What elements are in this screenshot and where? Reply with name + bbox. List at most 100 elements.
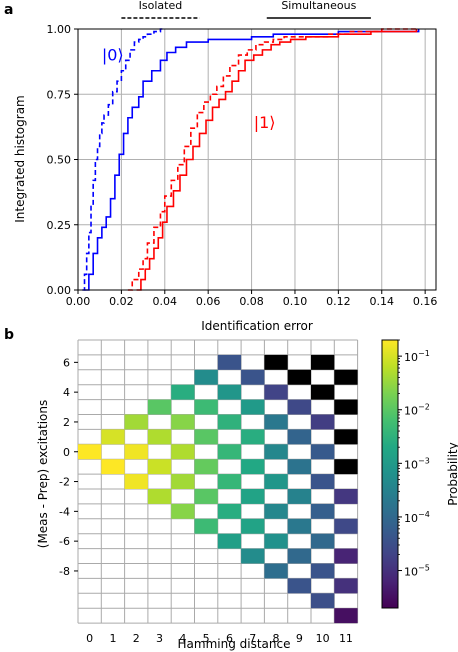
panel-b-x-tick-label: 2 (133, 632, 140, 645)
panel-b-heatmap-cell (334, 459, 358, 475)
panel-b-x-tick-label: 11 (339, 632, 353, 645)
panel-b-y-axis-label: (Meas - Prep) excitations (36, 400, 50, 548)
panel-b-heatmap-cell (124, 444, 148, 460)
colorbar-tick-exponent: −3 (418, 456, 430, 465)
panel-b-y-tick-label: -8 (59, 565, 70, 578)
panel-a-series-line-state0-isolated (82, 28, 165, 291)
panel-a-x-tick-label: 0.12 (326, 295, 351, 308)
panel-b-x-tick-label: 10 (316, 632, 330, 645)
panel-b-heatmap-cell (241, 369, 265, 385)
panel-b-y-tick-label: -6 (59, 535, 70, 548)
colorbar-tick-base: 10 (404, 405, 418, 418)
panel-b-heatmap-cell (194, 399, 218, 415)
panel-a-y-tick-label: 1.00 (47, 23, 72, 36)
panel-b-heatmap-cell (194, 369, 218, 385)
panel-b-heatmap-cell (217, 503, 242, 519)
colorbar-tick-label: 10−3 (404, 456, 430, 471)
colorbar-tick-exponent: −5 (418, 564, 430, 573)
panel-a-series (82, 28, 420, 291)
panel-a-y-tick-label: 0.50 (47, 154, 72, 167)
panel-b-heatmap-cell (334, 399, 358, 415)
panel-a-annotations: |0⟩ |1⟩ (102, 45, 276, 132)
panel-b-x-tick-label: 3 (156, 632, 163, 645)
colorbar (381, 339, 399, 609)
panel-a-x-tick-label: 0.00 (66, 295, 91, 308)
panel-b-heatmap-cell (147, 429, 172, 445)
colorbar-tick-exponent: −2 (418, 403, 430, 412)
colorbar-tick-base: 10 (404, 566, 418, 579)
panel-a-series-line-state1-simultaneous (136, 29, 418, 291)
panel-b-heatmap-cell (334, 608, 358, 624)
panel-b-label: b (4, 327, 14, 343)
panel-b-x-tick-label: 7 (249, 632, 256, 645)
panel-b-heatmap-cell (101, 459, 125, 475)
panel-a-x-tick-label: 0.06 (196, 295, 221, 308)
panel-b-heatmap-cell (194, 429, 218, 445)
panel-a-series-line-state0-simultaneous (84, 29, 420, 291)
panel-b-heatmap-cell (241, 429, 265, 445)
panel-b-heatmap-cell (311, 384, 335, 400)
panel-b-x-tick-label: 9 (296, 632, 303, 645)
panel-a-state-label: |0⟩ (102, 45, 124, 64)
colorbar-tick-label: 10−5 (404, 564, 430, 579)
colorbar-tick-label: 10−1 (404, 349, 430, 364)
panel-b-x-tick-label: 1 (109, 632, 116, 645)
panel-a-bracket-legend: Isolated Simultaneous (121, 0, 371, 19)
panel-b-heatmap-cell (334, 548, 358, 564)
panel-b-x-axis-label: Hamming distance (178, 637, 291, 651)
panel-a-x-tick-label: 0.16 (413, 295, 438, 308)
colorbar-tick-base: 10 (404, 351, 418, 364)
panel-b-heatmap-cell (287, 429, 311, 445)
panel-b-heatmap-cell (311, 593, 335, 609)
panel-b-y-tick-label: -4 (59, 505, 70, 518)
panel-b-heatmap-cell (171, 474, 195, 489)
panel-a-label: a (4, 2, 13, 18)
panel-a-y-axis-label: Integrated histogram (13, 95, 27, 223)
panel-b-heatmap-cell (217, 384, 242, 400)
panel-a-y-tick-label: 0.75 (47, 88, 72, 101)
panel-b-x-tick-label: 4 (179, 632, 186, 645)
panel-b-x-tick-label: 8 (273, 632, 280, 645)
panel-b-heatmap-cell (334, 429, 358, 445)
panel-b-heatmap-cell (334, 489, 358, 504)
panel-b-heatmap-cell (264, 533, 288, 549)
panel-a-bracket-label: Simultaneous (281, 0, 356, 12)
colorbar-tick-label: 10−4 (404, 510, 430, 525)
colorbar-tick-base: 10 (404, 458, 418, 471)
panel-b-heatmap-cell (311, 563, 335, 579)
panel-b-heatmap-cell (241, 489, 265, 504)
panel-b-heatmap-cell (147, 459, 172, 475)
colorbar-ticks: 10−110−210−310−410−5 (398, 339, 430, 579)
panel-b-heatmap-cell (171, 444, 195, 460)
panel-a-ticks: 0.00 0.02 0.04 0.06 0.08 0.10 0.12 0.14 0.16 0.00… (47, 23, 438, 308)
panel-b-heatmap-cell (264, 563, 288, 579)
panel-b-heatmap-cell (287, 399, 311, 415)
panel-a-x-axis-label: Identification error (201, 319, 313, 333)
panel-b-heatmap-cell (311, 354, 335, 370)
panel-b-heatmap-cell (124, 414, 148, 430)
panel-b-heatmap-cell (264, 384, 288, 400)
panel-b-heatmap-cell (264, 444, 288, 460)
colorbar-tick-exponent: −4 (418, 510, 430, 519)
panel-a-y-tick-label: 0.00 (47, 284, 72, 297)
panel-b-heatmap-cell (217, 354, 242, 370)
panel-b-heatmap-cell (264, 503, 288, 519)
panel-b-heatmap-cell (334, 518, 358, 534)
panel-b-ticks: 0 1 2 3 4 5 6 7 8 9 10 11 6 4 2 0 -2 -4 -6 -8 (59, 356, 353, 645)
panel-b-heatmap-cell (311, 474, 335, 489)
panel-b-heatmap-cell (311, 533, 335, 549)
panel-b-heatmap-cell (217, 444, 242, 460)
panel-b-y-tick-label: 0 (63, 446, 70, 459)
panel-b-heatmap-cell (194, 518, 218, 534)
panel-a-series-line-state1-isolated (127, 28, 417, 291)
panel-a-x-tick-label: 0.02 (109, 295, 134, 308)
panel-a-x-tick-label: 0.08 (239, 295, 264, 308)
panel-b-heatmap-cell (311, 503, 335, 519)
panel-b-heatmap-cell (147, 399, 172, 415)
colorbar-tick-base: 10 (404, 512, 418, 525)
panel-b-heatmap-cell (311, 414, 335, 430)
colorbar-tick-label: 10−2 (404, 403, 430, 418)
panel-b-heatmap-cell (171, 414, 195, 430)
panel-b-heatmap-cell (287, 459, 311, 475)
